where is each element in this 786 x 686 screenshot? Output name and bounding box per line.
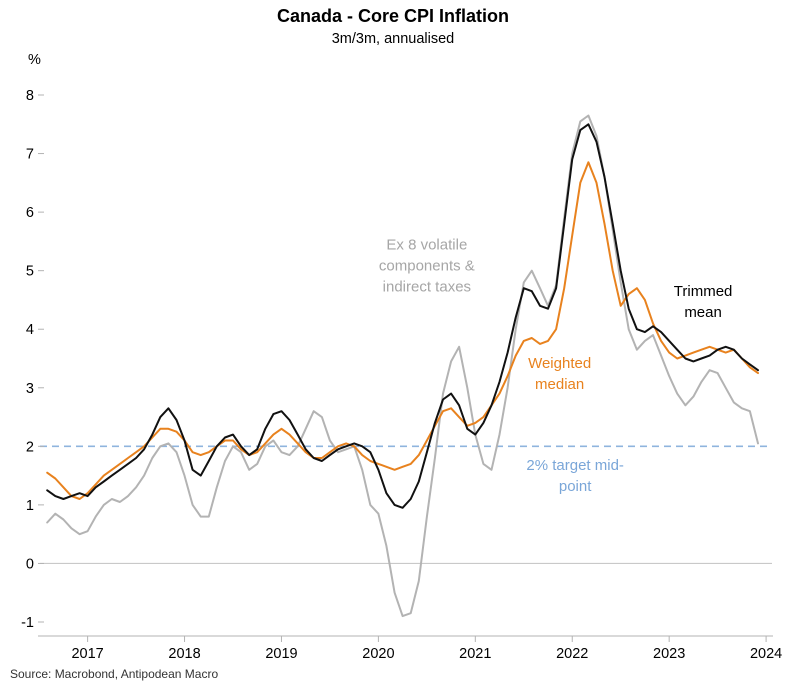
annotation-label: Ex 8 volatile components & indirect taxes — [379, 236, 475, 295]
annotation-label: Trimmed mean — [674, 283, 733, 321]
x-tick-label: 2021 — [459, 646, 491, 662]
chart-subtitle: 3m/3m, annualised — [331, 31, 455, 47]
source-note: Source: Macrobond, Antipodean Macro — [10, 667, 219, 681]
y-tick-label: 3 — [26, 381, 34, 397]
annotation-line: indirect taxes — [383, 278, 471, 295]
x-tick-label: 2024 — [750, 646, 782, 662]
series-line-weighted-median — [46, 161, 759, 500]
annotation-line: Trimmed — [674, 283, 733, 300]
x-tick-label: 2023 — [653, 646, 685, 662]
series-line-ex-8-volatile-components-indirect-taxes — [46, 114, 759, 618]
annotation-label: Weighted median — [528, 355, 591, 393]
x-tick-label: 2020 — [362, 646, 394, 662]
annotation-line: 2% target mid- — [526, 457, 624, 474]
y-tick-label: -1 — [21, 615, 34, 631]
annotation-line: mean — [684, 304, 722, 321]
x-tick-label: 2017 — [71, 646, 103, 662]
chart-title: Canada - Core CPI Inflation — [276, 6, 510, 26]
annotation-line: median — [535, 376, 584, 393]
y-axis-unit-label: % — [28, 52, 41, 68]
annotation-line: point — [559, 478, 592, 495]
annotation-line: Ex 8 volatile — [386, 236, 467, 253]
y-tick-label: 4 — [26, 322, 34, 338]
x-tick-label: 2022 — [556, 646, 588, 662]
y-tick-label: 1 — [26, 498, 34, 514]
x-tick-label: 2018 — [168, 646, 200, 662]
y-tick-label: 6 — [26, 205, 34, 221]
y-tick-label: 7 — [26, 147, 34, 163]
x-tick-label: 2019 — [265, 646, 297, 662]
y-tick-label: 5 — [26, 264, 34, 280]
annotation-line: components & — [379, 257, 475, 274]
y-tick-label: 2 — [26, 439, 34, 455]
y-tick-label: 0 — [26, 556, 34, 572]
annotation-line: Weighted — [528, 355, 591, 372]
annotation-label: 2% target mid-point — [526, 457, 624, 495]
y-tick-label: 8 — [26, 88, 34, 104]
series-line-trimmed-mean — [46, 123, 759, 509]
